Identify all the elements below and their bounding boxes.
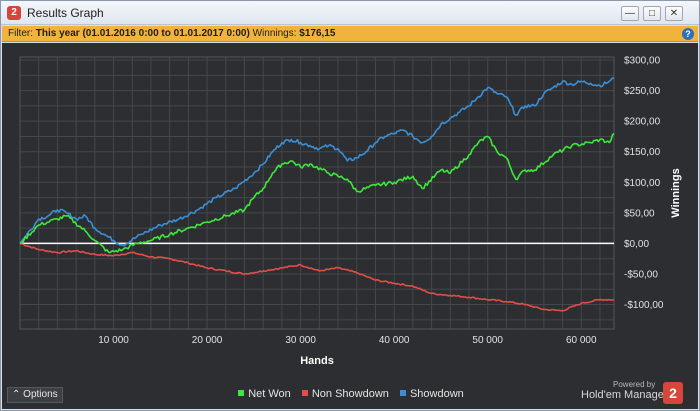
series-line-showdown xyxy=(19,77,615,247)
y-axis-title: Winnings xyxy=(670,168,682,217)
legend-swatch-showdown xyxy=(399,390,406,396)
powered-by-label: Powered by xyxy=(613,380,656,389)
y-tick-label: $150,00 xyxy=(624,147,661,158)
filter-value: This year (01.01.2016 0:00 to 01.01.2017… xyxy=(35,28,250,39)
maximize-button[interactable]: □ xyxy=(643,6,661,21)
y-tick-label: $0,00 xyxy=(624,239,649,250)
x-tick-label: 20 000 xyxy=(192,335,223,346)
legend-swatch-non-showdown xyxy=(301,390,308,396)
legend-label-non-showdown: Non Showdown xyxy=(311,388,389,400)
series-line-net-won xyxy=(19,132,615,254)
y-tick-label: $50,00 xyxy=(624,208,655,219)
legend-item-net-won[interactable]: Net Won xyxy=(238,388,291,400)
legend-label-net-won: Net Won xyxy=(248,388,291,400)
y-tick-label: $250,00 xyxy=(624,86,661,97)
x-tick-label: 30 000 xyxy=(285,335,316,346)
winnings-value: $176,15 xyxy=(299,28,336,39)
legend-label-showdown: Showdown xyxy=(409,388,464,400)
legend-item-showdown[interactable]: Showdown xyxy=(399,388,464,400)
results-chart-svg: -$100,00 -$50,00 $0,00 $50,00 $100,00 $150,00… xyxy=(19,56,682,367)
app-logo-icon: 2 xyxy=(7,6,21,20)
title-bar[interactable]: 2 Results Graph — □ ✕ xyxy=(1,1,699,25)
x-axis-title: Hands xyxy=(300,355,334,367)
plot-frame xyxy=(19,56,615,330)
winnings-label: Winnings: xyxy=(252,28,297,39)
filter-label: Filter: xyxy=(8,28,33,39)
options-chevron-icon: ⌃ xyxy=(12,389,21,400)
y-tick-label: $300,00 xyxy=(624,56,661,67)
y-tick-label: -$100,00 xyxy=(624,300,664,311)
brand-name: Hold'em Manager xyxy=(581,389,668,401)
x-tick-label: 40 000 xyxy=(379,335,410,346)
options-label: Options xyxy=(23,389,58,400)
window-title: Results Graph xyxy=(27,6,104,20)
close-button[interactable]: ✕ xyxy=(665,6,683,21)
help-icon[interactable]: ? xyxy=(682,28,694,40)
y-tick-label: -$50,00 xyxy=(624,269,658,280)
series-line-non-showdown xyxy=(19,242,615,312)
x-tick-label: 60 000 xyxy=(566,335,597,346)
brand-logo-icon: 2 xyxy=(663,382,683,404)
options-button[interactable]: ⌃ Options xyxy=(7,387,63,403)
legend-item-non-showdown[interactable]: Non Showdown xyxy=(301,388,389,400)
filter-bar[interactable]: Filter: This year (01.01.2016 0:00 to 01… xyxy=(2,26,698,42)
minimize-button[interactable]: — xyxy=(621,6,639,21)
y-tick-label: $200,00 xyxy=(624,117,661,128)
y-tick-label: $100,00 xyxy=(624,178,661,189)
results-chart: -$100,00 -$50,00 $0,00 $50,00 $100,00 $150,00… xyxy=(2,43,698,409)
x-tick-label: 50 000 xyxy=(472,335,503,346)
legend-swatch-net-won xyxy=(238,390,245,396)
chart-legend: Net Won Non Showdown Showdown xyxy=(1,388,700,400)
x-tick-label: 10 000 xyxy=(98,335,129,346)
